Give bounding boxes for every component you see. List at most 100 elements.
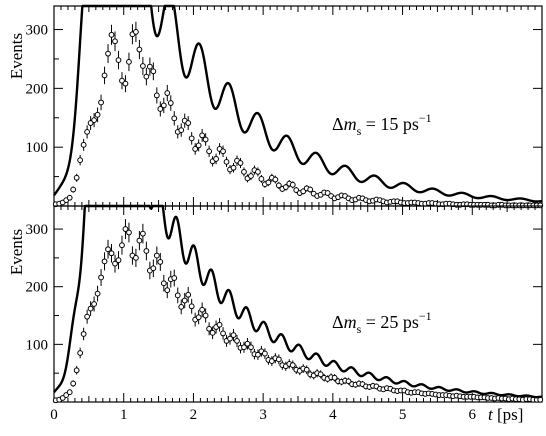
bottom-data-point	[234, 337, 240, 344]
bottom-data-point	[98, 274, 104, 281]
bottom-xtick-label: 1	[120, 407, 128, 423]
bottom-xtick-label: 4	[329, 407, 337, 423]
bottom-data-point	[66, 389, 73, 396]
top-fit-curve	[53, 4, 543, 203]
top-data-point	[115, 57, 122, 64]
top-data-point	[255, 168, 261, 175]
bottom-data-point	[80, 331, 87, 337]
bottom-data-point	[153, 252, 160, 259]
top-data-point	[101, 72, 108, 79]
top-data-point	[164, 90, 171, 96]
bottom-ytick-label: 300	[26, 222, 49, 238]
top-data-point	[282, 184, 289, 191]
top-data-point	[91, 117, 97, 124]
bottom-data-point	[227, 335, 233, 342]
bottom-xtick-label: 3	[259, 407, 267, 423]
top-data-point	[171, 115, 178, 122]
bottom-data-point	[255, 351, 261, 358]
bottom-data-point	[209, 329, 216, 336]
top-ytick-label: 200	[26, 81, 49, 97]
bottom-data-point	[77, 350, 84, 356]
top-data-point	[213, 156, 219, 162]
bottom-data-point	[181, 297, 188, 304]
bottom-data-point	[241, 344, 247, 351]
top-data-point	[241, 168, 247, 175]
bottom-data-point	[230, 332, 237, 339]
top-data-point	[160, 102, 167, 109]
top-data-point	[265, 179, 272, 186]
bottom-xtick-label: 2	[190, 407, 198, 423]
top-data-point	[153, 92, 160, 99]
top-data-point	[248, 173, 254, 179]
top-data-point	[150, 68, 157, 75]
bottom-data-point	[115, 257, 122, 264]
bottom-data-point	[126, 229, 132, 236]
bottom-data-point	[94, 290, 101, 297]
bottom-data-point	[195, 314, 202, 321]
bottom-data-point	[331, 374, 338, 381]
bottom-data-point	[244, 340, 251, 347]
bottom-data-point	[160, 280, 167, 287]
top-data-point	[195, 142, 202, 149]
bottom-data-point	[91, 301, 97, 307]
top-data-point	[108, 31, 115, 38]
top-data-point	[105, 50, 111, 57]
top-data-point	[272, 176, 279, 183]
bottom-data-point	[275, 356, 282, 363]
bottom-data-point	[133, 254, 139, 261]
top-data-point	[185, 120, 192, 126]
top-data-point	[230, 164, 237, 171]
top-data-point	[112, 38, 118, 45]
top-ticks: 100 200 300	[26, 6, 543, 206]
top-data-point	[258, 176, 265, 182]
bottom-data-points	[52, 219, 544, 404]
top-data-point	[94, 111, 101, 118]
bottom-xtick-label: 5	[399, 407, 407, 423]
top-data-point	[66, 194, 73, 201]
top-data-point	[84, 128, 91, 135]
top-data-point	[136, 46, 143, 53]
bottom-data-point	[143, 248, 150, 254]
bottom-data-point	[157, 259, 164, 265]
top-data-point	[157, 106, 164, 112]
top-data-point	[199, 132, 206, 139]
top-data-point	[188, 135, 195, 142]
top-plot-frame	[53, 5, 543, 207]
top-data-point	[223, 158, 230, 165]
bottom-data-point	[202, 312, 209, 319]
bottom-data-point	[136, 237, 143, 244]
top-data-point	[307, 186, 314, 193]
bottom-data-point	[303, 366, 310, 373]
top-data-point	[237, 160, 244, 166]
bottom-ylabel: Events	[7, 229, 26, 275]
bottom-data-point	[171, 275, 178, 281]
bottom-data-point	[206, 325, 213, 332]
top-data-point	[206, 148, 213, 155]
bottom-fit-curve	[53, 204, 543, 399]
top-data-point	[167, 100, 174, 106]
top-data-point	[220, 148, 226, 155]
bottom-xtick-label: 6	[469, 407, 477, 423]
x-axis-title: t [ps]	[488, 405, 523, 424]
top-data-point	[139, 63, 146, 69]
bottom-panel: Events Δms = 25 ps−1 t [ps] 100 200 300 0 1 2…	[7, 204, 544, 424]
bottom-data-point	[139, 230, 146, 237]
bottom-ytick-label: 100	[26, 337, 49, 353]
bottom-data-point	[70, 380, 77, 387]
bottom-data-point	[112, 260, 118, 267]
top-data-point	[275, 182, 282, 189]
bottom-data-point	[289, 362, 296, 369]
top-ytick-label: 100	[26, 140, 49, 156]
top-data-point	[122, 80, 129, 87]
top-data-point	[77, 157, 84, 164]
bottom-data-point	[199, 306, 206, 313]
top-data-point	[178, 127, 185, 134]
bottom-data-point	[188, 303, 195, 310]
top-data-point	[133, 28, 139, 35]
bottom-data-point	[87, 305, 94, 312]
top-data-point	[192, 146, 199, 152]
bottom-data-point	[174, 292, 181, 299]
bottom-data-point	[216, 321, 223, 328]
top-data-point	[80, 141, 87, 148]
